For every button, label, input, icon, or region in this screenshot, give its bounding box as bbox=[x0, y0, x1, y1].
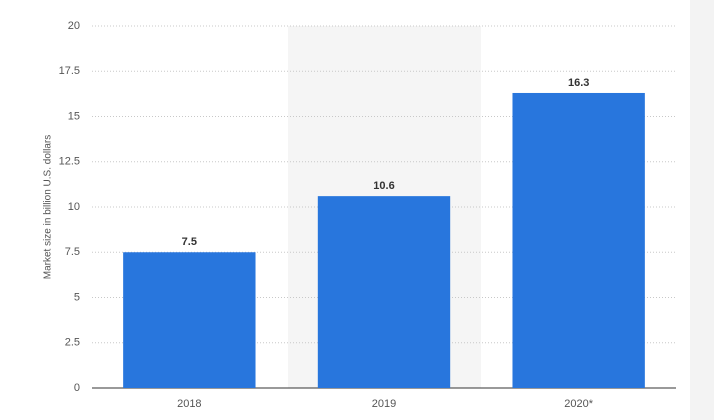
value-label: 10.6 bbox=[373, 180, 394, 192]
y-tick-label: 15 bbox=[68, 110, 80, 122]
y-tick-label: 12.5 bbox=[59, 156, 80, 168]
side-fade bbox=[690, 0, 714, 420]
x-tick-label: 2018 bbox=[177, 398, 201, 410]
y-tick-label: 20 bbox=[68, 20, 80, 32]
value-label: 16.3 bbox=[568, 77, 589, 89]
bar bbox=[317, 196, 451, 388]
y-tick-label: 7.5 bbox=[65, 246, 80, 258]
y-tick-label: 2.5 bbox=[65, 337, 80, 349]
bar bbox=[512, 92, 645, 388]
y-tick-label: 5 bbox=[74, 291, 80, 303]
value-label: 7.5 bbox=[182, 236, 197, 248]
y-tick-label: 0 bbox=[74, 382, 80, 394]
bar bbox=[123, 252, 256, 388]
y-axis-label: Market size in billion U.S. dollars bbox=[43, 135, 54, 280]
y-tick-label: 10 bbox=[68, 201, 80, 213]
x-tick-label: 2020* bbox=[564, 398, 593, 410]
x-tick-label: 2019 bbox=[372, 398, 396, 410]
y-tick-label: 17.5 bbox=[59, 65, 80, 77]
